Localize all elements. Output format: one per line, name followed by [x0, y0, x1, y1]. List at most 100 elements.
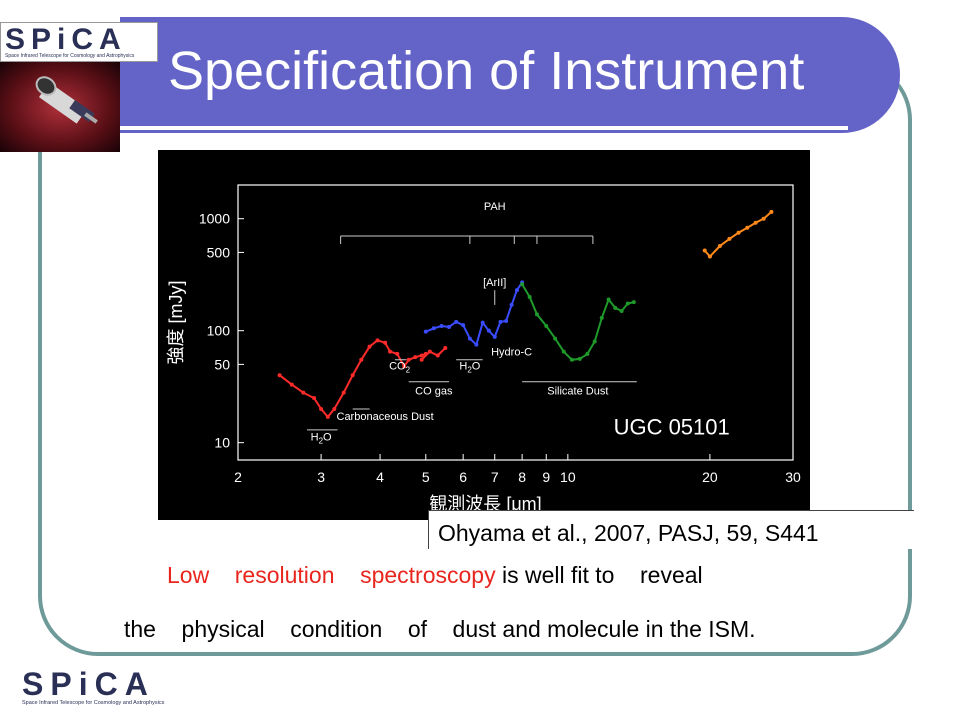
annotation-label: PAH [484, 201, 506, 213]
annotation-label: [ArII] [483, 277, 506, 289]
data-point [325, 414, 330, 419]
data-point [289, 382, 294, 387]
object-label: UGC 05101 [614, 415, 730, 440]
citation-text: Ohyama et al., 2007, PASJ, 59, S441 [438, 520, 819, 546]
data-point [592, 339, 597, 344]
data-point [534, 312, 539, 317]
x-tick-label: 9 [542, 469, 550, 485]
data-point [413, 355, 418, 360]
telescope-image [0, 62, 120, 152]
data-point [761, 216, 766, 221]
data-point [717, 244, 722, 249]
data-point [498, 319, 503, 324]
annotation-label: H2O [459, 361, 480, 375]
data-point [423, 329, 428, 334]
annotation-label: Silicate Dust [547, 385, 608, 397]
data-point [553, 336, 558, 341]
series-line [420, 347, 447, 361]
data-point [474, 342, 479, 347]
series-line [425, 281, 523, 347]
slide-title: Specification of Instrument [168, 41, 805, 101]
spectrum-chart: 2 3 4 5 6 7 8 9 10 20 30 10 50 100 500 1000 観測波長 [μm] 強度 … [158, 150, 810, 520]
data-point [492, 334, 497, 339]
x-tick-label: 3 [317, 469, 325, 485]
body-line-2: the physical condition of dust and molec… [124, 616, 756, 642]
logo-wordmark: SPiCA [5, 23, 127, 56]
data-point [395, 351, 400, 356]
data-point [569, 357, 574, 362]
series-line [521, 283, 635, 361]
x-tick-label: 4 [376, 469, 384, 485]
spica-logo-bottom: SPiCA Space Infrared Telescope for Cosmo… [22, 666, 172, 714]
data-point [454, 319, 459, 324]
data-point [480, 320, 485, 325]
data-point [419, 353, 424, 358]
data-point [435, 353, 440, 358]
y-tick-label: 500 [207, 244, 231, 260]
data-point [753, 220, 758, 225]
y-tick-label: 100 [207, 323, 231, 339]
data-point [419, 357, 424, 362]
data-point [561, 349, 566, 354]
data-point [745, 225, 750, 230]
data-point [577, 356, 582, 361]
x-tick-label: 30 [785, 469, 801, 485]
data-point [443, 346, 448, 351]
data-point [350, 373, 355, 378]
title-bar [120, 17, 900, 133]
data-point [606, 297, 611, 302]
x-tick-label: 10 [560, 469, 576, 485]
x-tick-label: 2 [234, 469, 242, 485]
data-point [439, 324, 444, 329]
data-point [736, 230, 741, 235]
annotation-label: Carbonaceous Dust [337, 411, 434, 423]
annotation-label: CO2 [389, 361, 411, 375]
body-line-1: Low resolution spectroscopy is well fit … [167, 562, 703, 589]
x-tick-label: 6 [459, 469, 467, 485]
data-point [402, 364, 407, 369]
red-word: spectroscopy [360, 562, 496, 588]
data-point [359, 357, 364, 362]
data-point [585, 351, 590, 356]
data-point [301, 390, 306, 395]
series-line [278, 339, 427, 419]
y-tick-label: 50 [214, 356, 230, 372]
data-point [341, 390, 346, 395]
x-axis-label: 観測波長 [μm] [429, 494, 541, 514]
data-point [486, 328, 491, 333]
data-point [367, 344, 372, 349]
data-point [727, 236, 732, 241]
red-word: Low [167, 562, 210, 588]
chart-svg: 2 3 4 5 6 7 8 9 10 20 30 10 50 100 500 1000 観測波長 [μm] 強度 … [166, 184, 801, 514]
data-point [514, 288, 519, 293]
data-point [427, 349, 432, 354]
data-point [332, 406, 337, 411]
data-point [319, 406, 324, 411]
data-point [388, 349, 393, 354]
data-point [461, 323, 466, 328]
citation-box [428, 510, 914, 549]
data-point [619, 308, 624, 313]
x-tick-label: 5 [422, 469, 430, 485]
data-point [520, 282, 525, 287]
data-point [527, 294, 532, 299]
data-point [599, 315, 604, 320]
data-point [631, 300, 636, 305]
data-point [707, 254, 712, 259]
annotation-label: Hydro-C [491, 347, 532, 359]
data-point [467, 336, 472, 341]
data-point [625, 301, 630, 306]
data-point [375, 338, 380, 343]
y-tick-label: 1000 [199, 211, 230, 227]
data-point [504, 319, 509, 324]
data-point [447, 324, 452, 329]
telescope-icon [35, 76, 98, 124]
x-tick-label: 8 [518, 469, 526, 485]
annotation-label: CO gas [415, 385, 453, 397]
data-point [769, 209, 774, 214]
data-point [702, 248, 707, 253]
logo-wordmark-bottom: SPiCA [22, 666, 155, 702]
plot-frame [237, 184, 794, 461]
data-point [312, 396, 317, 401]
body-line-1-rest: is well fit to reveal [501, 562, 703, 588]
